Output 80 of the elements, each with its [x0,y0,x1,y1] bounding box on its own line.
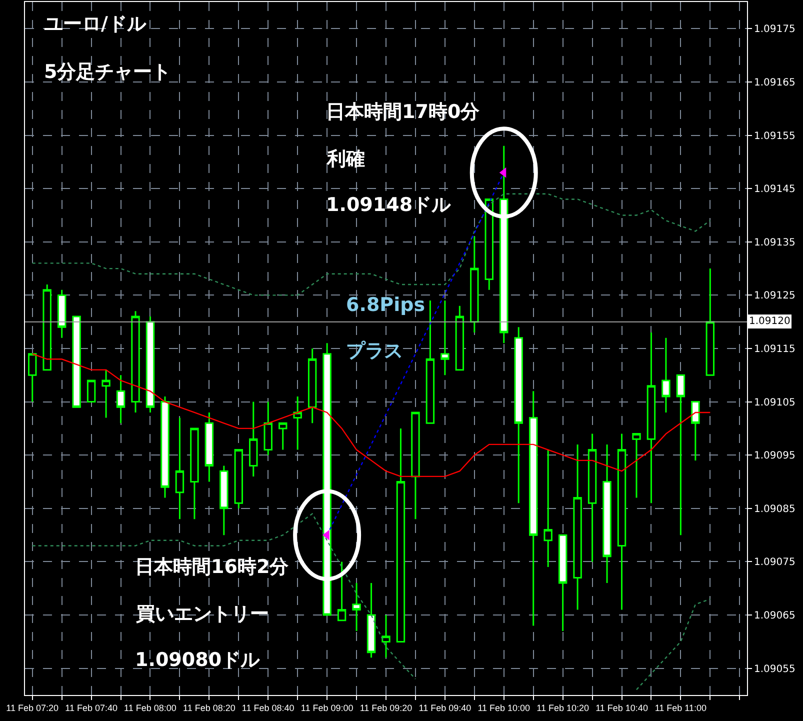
candlestick [190,428,199,520]
y-tick-label: 1.09075 [754,557,796,568]
candlestick [558,534,568,632]
candlestick [426,300,435,424]
y-tick-label: 1.09055 [754,664,796,675]
x-tick-label: 11 Feb 11:00 [654,702,707,713]
annotation: プラス [346,340,403,362]
candlestick [86,380,96,403]
candlestick [691,401,700,462]
candlestick [411,412,420,520]
candlestick [588,433,597,562]
candlestick [220,465,228,536]
x-tick-label: 11 Feb 08:40 [242,702,294,713]
candlestick [470,236,479,334]
y-tick-label: 1.09125 [754,290,796,302]
candlestick [366,582,376,658]
candlestick [573,444,582,610]
candlestick [352,582,361,632]
y-tick-label: 1.09105 [754,397,796,408]
ref-line-label: 1.09120 [749,316,790,327]
x-tick-label: 11 Feb 07:40 [65,702,118,713]
x-tick-label: 11 Feb 09:40 [418,702,472,713]
candlestick [617,433,626,610]
candlestick [278,422,288,451]
y-tick-label: 1.09115 [754,344,796,355]
y-tick-label: 1.09135 [754,237,796,248]
candlestick [146,316,155,414]
candlestick [455,305,464,371]
candlestick [662,337,670,414]
candlestick [249,401,258,478]
x-tick-label: 11 Feb 07:20 [6,702,59,713]
annotation: 1.09148ドル [326,194,452,216]
candlestick [382,614,390,658]
candlestick [544,449,552,568]
annotation: 1.09080ドル [135,649,261,671]
candlestick [602,444,612,584]
x-tick-label: 11 Feb 10:20 [536,702,590,713]
y-tick-label: 1.09175 [754,24,796,36]
text: 5分足チャート [44,61,172,83]
y-tick-label: 1.09165 [754,77,796,88]
candlestick [234,449,244,510]
candlestick [706,268,715,376]
candlestick [102,369,110,419]
y-tick-label: 1.09085 [754,504,796,515]
candlestick [131,310,140,414]
candlestick [440,300,450,376]
candlestick [204,412,214,483]
x-tick-label: 11 Feb 08:00 [124,702,176,713]
candlestick [646,332,656,504]
annotation: 日本時間17時0分 [326,101,481,123]
x-tick-label: 11 Feb 10:40 [596,702,648,713]
candlestick [396,428,406,642]
annotation: 6.8Pips [346,294,426,316]
candlestick [632,433,641,499]
candlestick [308,348,317,424]
candlestick [42,284,52,371]
candlestick [676,374,686,536]
x-tick-label: 11 Feb 09:00 [300,702,354,713]
candlestick [72,316,81,408]
x-tick-label: 11 Feb 08:20 [182,702,236,713]
candlestick [484,198,494,291]
candlestick [514,326,523,504]
candlestick [116,374,126,424]
annotation: 日本時間16時2分 [135,556,290,578]
candlestick [337,560,346,622]
annotation: 利確 [326,148,365,170]
candlestick [160,396,170,499]
y-tick-label: 1.09095 [754,450,796,462]
candlestick [28,353,37,403]
candlestick [293,396,302,451]
x-tick-label: 11 Feb 09:20 [360,702,412,713]
line-series [32,193,711,296]
y-tick-label: 1.09145 [754,184,796,196]
candlestick [57,289,66,339]
candlestick [175,417,184,520]
annotation: 買いエントリー [135,603,269,625]
y-tick-label: 1.09065 [754,610,796,622]
candlestick [264,401,272,456]
x-tick-label: 11 Feb 10:00 [478,702,530,713]
y-tick-label: 1.09155 [754,130,796,142]
